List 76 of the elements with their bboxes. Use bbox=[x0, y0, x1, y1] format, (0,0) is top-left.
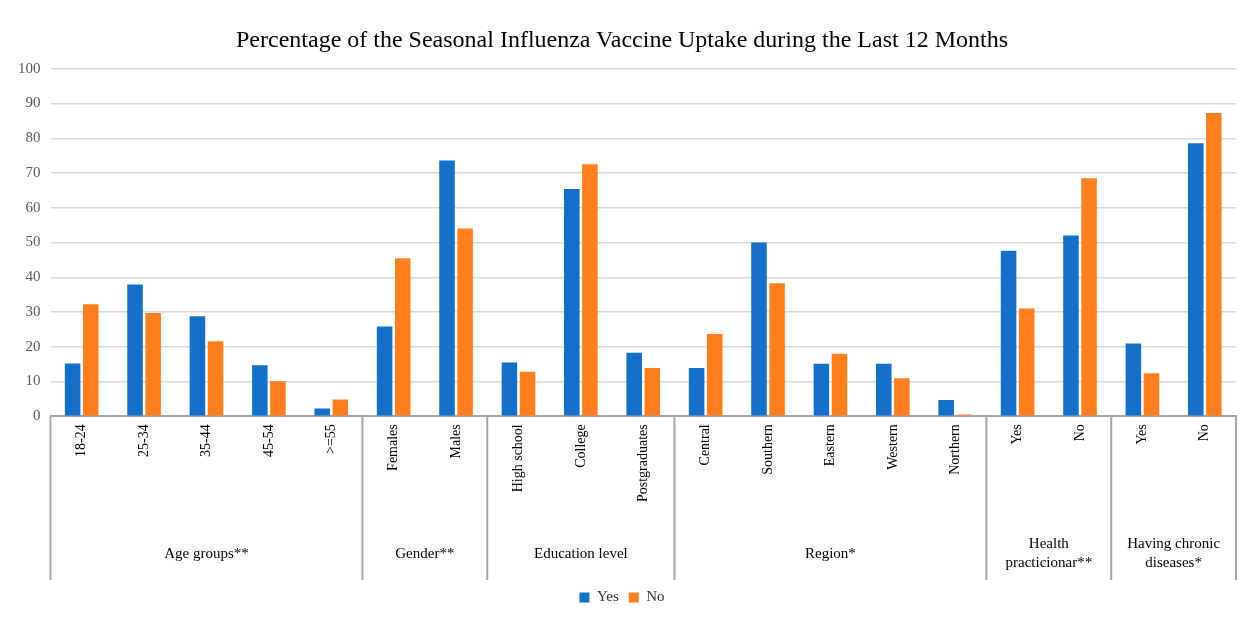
bar bbox=[1143, 373, 1160, 416]
text: Gender** bbox=[395, 544, 455, 561]
x-tick-label: Eastern bbox=[822, 424, 838, 467]
bar bbox=[314, 408, 331, 416]
bar bbox=[145, 313, 161, 416]
bar bbox=[1063, 235, 1079, 416]
y-tick-label: 10 bbox=[25, 372, 41, 389]
bar bbox=[1000, 250, 1017, 416]
text: Age groups** bbox=[164, 544, 249, 561]
x-tick-label: Southern bbox=[759, 424, 775, 475]
bar bbox=[813, 363, 830, 416]
bar bbox=[501, 362, 518, 416]
bar bbox=[1206, 112, 1222, 416]
x-tick-label: Central bbox=[697, 424, 713, 466]
bar bbox=[394, 258, 411, 416]
bar bbox=[1187, 143, 1204, 416]
x-tick-label: >=55 bbox=[322, 424, 338, 455]
bar bbox=[439, 160, 455, 416]
x-tick-label: Postgraduates bbox=[634, 424, 650, 502]
bar bbox=[189, 316, 206, 416]
y-tick-label: 0 bbox=[33, 407, 41, 424]
legend-label: No bbox=[646, 588, 665, 605]
bar bbox=[688, 367, 705, 416]
y-tick-label: 70 bbox=[25, 163, 41, 180]
x-tick-label: No bbox=[1196, 424, 1212, 442]
x-tick-label: Males bbox=[447, 424, 463, 459]
bar bbox=[626, 352, 642, 416]
bar bbox=[207, 341, 224, 416]
x-tick-label: Northern bbox=[946, 424, 962, 475]
text: Education level bbox=[534, 544, 628, 561]
text: Region* bbox=[805, 544, 856, 561]
bar bbox=[270, 381, 286, 416]
bar bbox=[127, 284, 143, 416]
bar bbox=[582, 164, 598, 416]
bar bbox=[894, 378, 910, 416]
bar bbox=[1018, 308, 1035, 416]
bar bbox=[769, 283, 785, 416]
bar bbox=[751, 242, 767, 416]
bar bbox=[564, 189, 580, 416]
x-tick-label: Western bbox=[884, 424, 900, 470]
bar bbox=[457, 228, 473, 416]
y-tick-label: 30 bbox=[25, 302, 41, 319]
x-tick-label: 18-24 bbox=[73, 424, 89, 457]
bar bbox=[252, 365, 268, 416]
y-tick-label: 80 bbox=[25, 129, 41, 146]
bar bbox=[938, 399, 954, 416]
text: Health practicionar** bbox=[1005, 535, 1093, 571]
chart-title: Percentage of the Seasonal Influenza Vaccine Uptake during the Last 12 Months bbox=[236, 25, 1008, 52]
x-tick-label: College bbox=[572, 424, 588, 468]
x-tick-label: No bbox=[1071, 424, 1087, 442]
x-tick-label: Yes bbox=[1134, 424, 1150, 445]
x-tick-label: High school bbox=[510, 424, 526, 493]
bar bbox=[876, 363, 892, 416]
x-tick-label: Females bbox=[385, 424, 401, 471]
bar bbox=[376, 326, 393, 416]
bar bbox=[519, 371, 536, 416]
bar bbox=[1081, 178, 1097, 416]
x-tick-label: 45-54 bbox=[260, 424, 276, 457]
x-tick-label: Yes bbox=[1009, 424, 1025, 445]
x-tick-label: 35-44 bbox=[198, 424, 214, 457]
y-tick-label: 100 bbox=[18, 59, 41, 76]
bar bbox=[332, 399, 349, 416]
x-tick-label: 25-34 bbox=[135, 424, 151, 457]
bar bbox=[644, 367, 661, 416]
y-tick-label: 50 bbox=[25, 233, 41, 250]
bar bbox=[64, 363, 81, 416]
bar bbox=[706, 333, 723, 416]
text: Having chronic diseases* bbox=[1127, 535, 1221, 571]
bar bbox=[1125, 343, 1142, 416]
y-tick-label: 60 bbox=[25, 198, 41, 215]
y-tick-label: 90 bbox=[25, 94, 41, 111]
bar bbox=[82, 304, 99, 416]
y-tick-label: 20 bbox=[25, 337, 41, 354]
y-tick-label: 40 bbox=[25, 268, 41, 285]
bar bbox=[831, 353, 848, 416]
legend-label: Yes bbox=[596, 588, 619, 605]
